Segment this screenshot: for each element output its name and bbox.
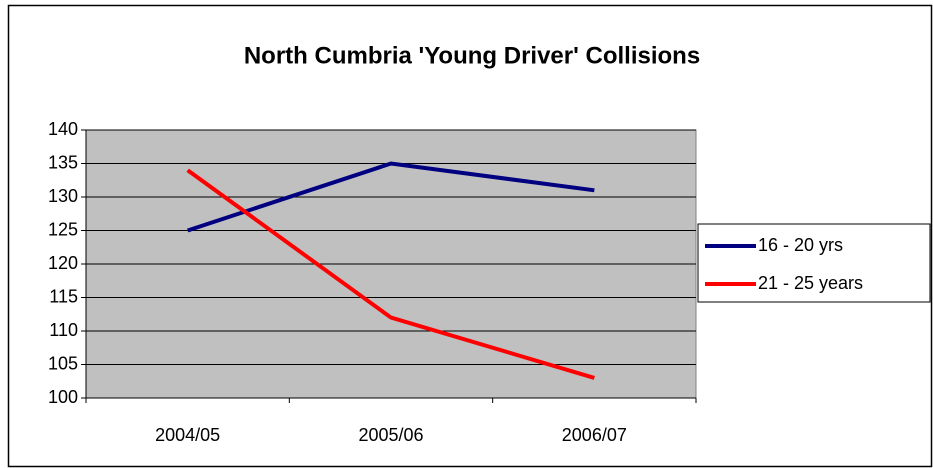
y-tick-label: 130 bbox=[48, 186, 78, 206]
x-tick-label: 2006/07 bbox=[562, 425, 627, 445]
chart-title: North Cumbria 'Young Driver' Collisions bbox=[244, 42, 700, 69]
y-tick-label: 125 bbox=[48, 219, 78, 239]
y-tick-label: 100 bbox=[48, 387, 78, 407]
y-tick-label: 110 bbox=[49, 320, 78, 340]
legend-box bbox=[697, 223, 931, 303]
y-tick-label: 105 bbox=[48, 353, 78, 373]
legend-label: 21 - 25 years bbox=[758, 273, 863, 293]
x-tick-label: 2004/05 bbox=[155, 425, 220, 445]
series-line bbox=[186, 168, 595, 380]
y-tick-label: 140 bbox=[48, 119, 78, 139]
series-line bbox=[187, 161, 595, 233]
x-tick-label: 2005/06 bbox=[358, 425, 423, 445]
y-tick-label: 135 bbox=[48, 152, 78, 172]
legend-label: 16 - 20 yrs bbox=[758, 235, 843, 255]
y-tick-label: 115 bbox=[49, 286, 78, 306]
y-tick-label: 120 bbox=[48, 253, 78, 273]
